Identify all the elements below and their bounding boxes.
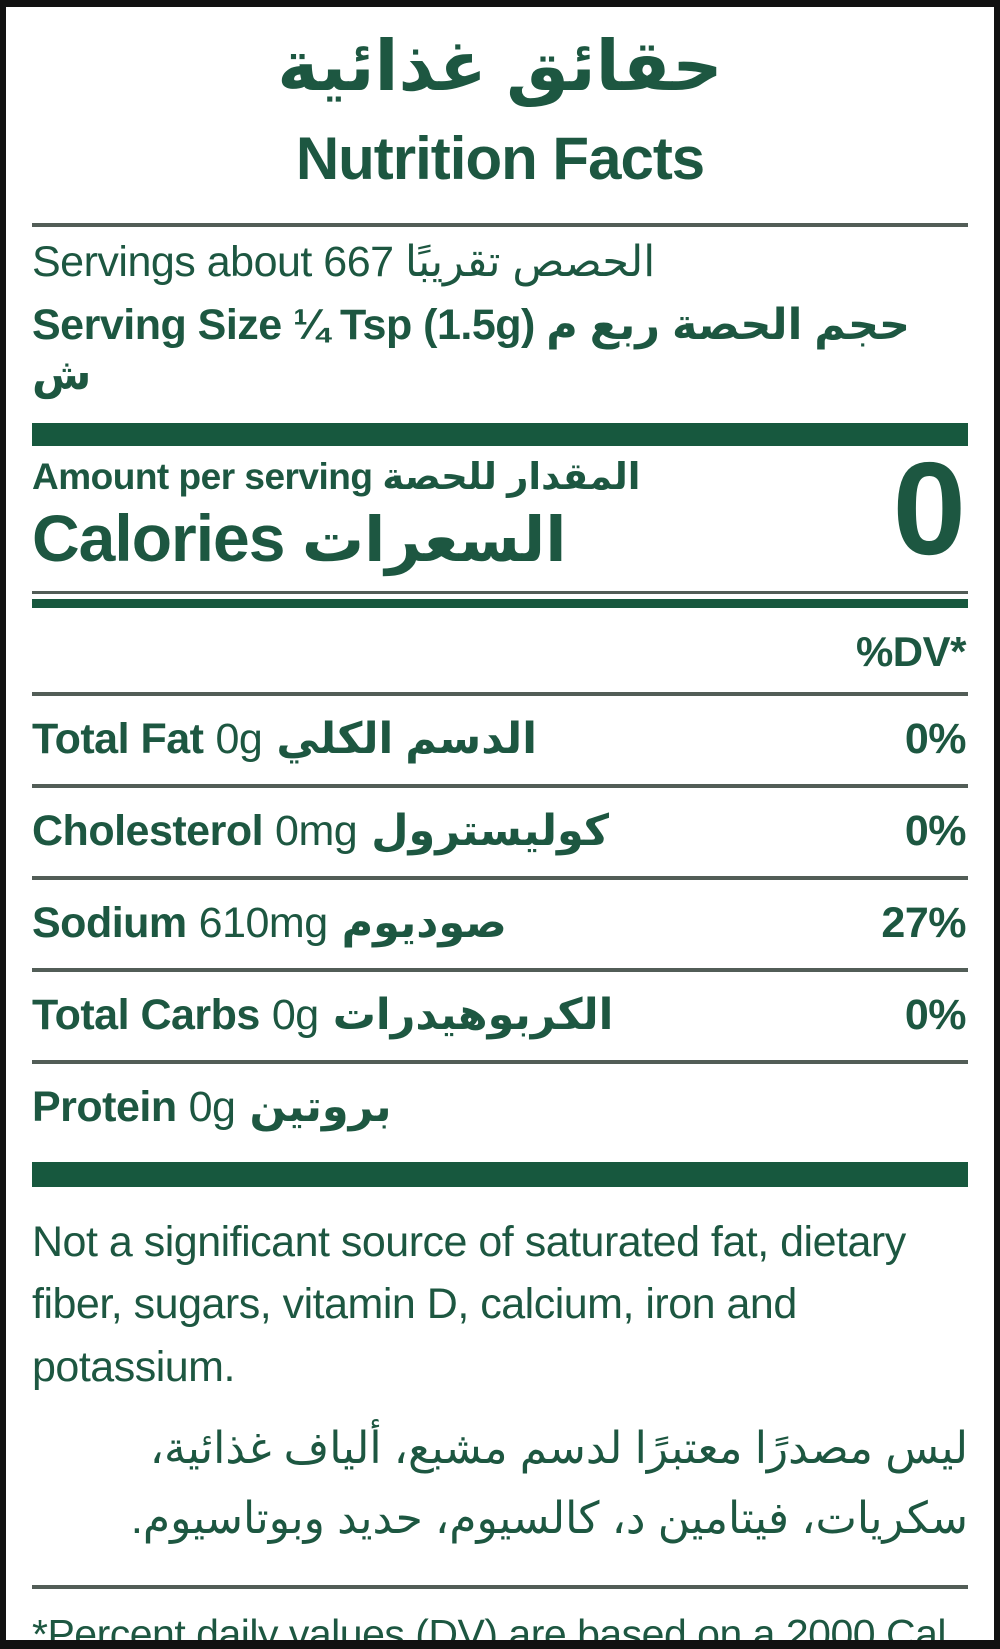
nutrient-amount: 610mg (198, 899, 328, 947)
nutrient-row-total-carbs: Total Carbs 0g الكربوهيدرات 0% (32, 972, 968, 1060)
calories-label-ar: السعرات (301, 506, 568, 575)
nutrient-row-cholesterol: Cholesterol 0mg كوليسترول 0% (32, 788, 968, 876)
separator-above-footnote (32, 1584, 968, 1589)
calories-value: 0 (892, 435, 966, 582)
row-separator (32, 876, 968, 880)
section-bar-footer (32, 1162, 968, 1187)
calories-row: Calories السعرات (32, 500, 968, 576)
nutrient-name-en: Protein (32, 1083, 177, 1131)
separator-under-title (32, 223, 968, 227)
daily-value-footnote-en: *Percent daily values (DV) are based on … (32, 1610, 946, 1649)
nutrient-dv: 0% (904, 991, 967, 1039)
nutrient-name-en: Total Carbs (32, 991, 260, 1039)
nutrient-row-sodium: Sodium 610mg صوديوم 27% (32, 880, 968, 968)
title-arabic: حقائق غذائية (277, 27, 723, 105)
nutrient-amount: 0g (271, 991, 319, 1039)
nutrient-amount: 0mg (275, 807, 358, 855)
nutrient-name-ar: الكربوهيدرات (332, 991, 614, 1039)
serving-size: Serving Size ¼ Tsp (1.5g) حجم الحصة ربع … (32, 301, 910, 399)
nutrient-dv: 27% (881, 899, 966, 947)
nutrient-row-total-fat: Total Fat 0g الدسم الكلي 0% (32, 696, 968, 784)
nutrient-name-en: Sodium (32, 899, 187, 947)
servings-count: Servings about 667 الحصص تقريبًا (32, 238, 656, 286)
nutrient-name-en: Cholesterol (32, 807, 264, 855)
daily-value-header: %DV* (855, 628, 967, 675)
row-separator (32, 784, 968, 788)
section-bar-top (32, 423, 968, 446)
nutrient-name-ar: كوليسترول (371, 807, 609, 855)
separator-under-dv-header (32, 692, 968, 696)
nutrient-name-en: Total Fat (32, 715, 204, 763)
nutrient-dv: 0% (904, 807, 967, 855)
nutrient-name-ar: الدسم الكلي (276, 715, 537, 763)
nutrient-name-ar: صوديوم (341, 899, 508, 947)
not-significant-note-en: Not a significant source of saturated fa… (32, 1218, 906, 1391)
nutrient-amount: 0g (188, 1083, 236, 1131)
nutrient-amount: 0g (215, 715, 263, 763)
section-bar-under-calories (32, 599, 968, 608)
calories-section: Amount per serving المقدار للحصة Calorie… (32, 443, 968, 576)
title-english: Nutrition Facts (295, 125, 705, 192)
not-significant-note-ar: ليس مصدرًا معتبرًا لدسم مشبع، ألياف غذائ… (130, 1424, 968, 1544)
amount-per-serving: Amount per serving المقدار للحصة (32, 456, 641, 497)
nutrient-row-protein: Protein 0g بروتين (32, 1064, 968, 1152)
row-separator (32, 968, 968, 972)
separator-under-calories (32, 591, 968, 594)
row-separator (32, 1060, 968, 1064)
nutrient-name-ar: بروتين (249, 1083, 392, 1131)
calories-label-en: Calories (32, 501, 285, 575)
nutrient-dv: 0% (904, 715, 967, 763)
